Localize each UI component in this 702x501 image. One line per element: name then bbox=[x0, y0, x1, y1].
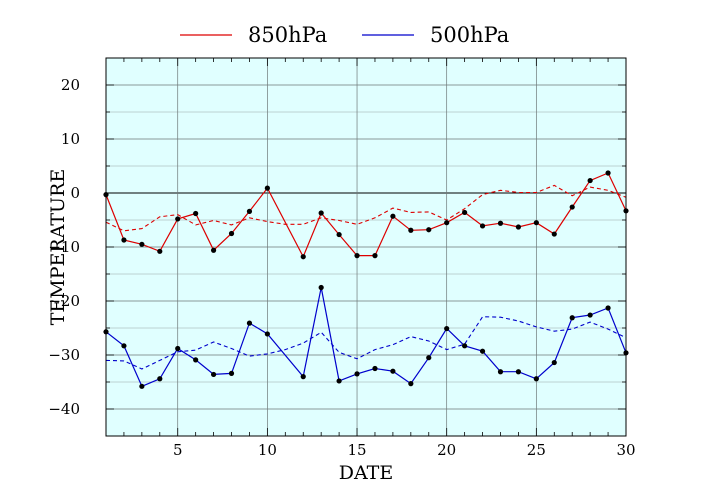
data-point bbox=[408, 381, 414, 387]
data-point bbox=[444, 220, 450, 226]
x-tick-label: 10 bbox=[258, 441, 277, 459]
data-point bbox=[587, 312, 593, 318]
data-point bbox=[246, 320, 253, 326]
data-point bbox=[426, 355, 432, 361]
x-tick-label: 25 bbox=[527, 441, 546, 459]
data-point bbox=[390, 213, 396, 219]
data-point bbox=[336, 231, 342, 238]
y-tick-label: −20 bbox=[48, 292, 80, 310]
data-point bbox=[246, 208, 253, 214]
legend-label-500hpa: 500hPa bbox=[430, 23, 509, 47]
data-point bbox=[139, 241, 145, 247]
plot-frame bbox=[105, 57, 627, 437]
x-tick-label: 15 bbox=[347, 441, 366, 459]
series-markers bbox=[103, 170, 629, 389]
data-point bbox=[318, 284, 324, 291]
data-point bbox=[462, 209, 468, 216]
data-point bbox=[300, 254, 306, 260]
data-point bbox=[551, 359, 557, 366]
y-tick-label: −30 bbox=[48, 346, 80, 364]
data-point bbox=[193, 210, 199, 217]
data-point bbox=[157, 376, 163, 382]
data-point bbox=[210, 247, 217, 253]
data-point bbox=[264, 331, 270, 337]
y-axis-label: TEMPERATURE bbox=[47, 169, 69, 326]
data-point bbox=[390, 368, 396, 374]
data-point bbox=[139, 383, 145, 389]
data-point bbox=[210, 371, 217, 378]
data-point bbox=[228, 230, 235, 237]
data-point bbox=[408, 227, 414, 233]
data-point bbox=[569, 315, 575, 321]
data-point bbox=[551, 231, 557, 237]
y-tick-label: −40 bbox=[48, 400, 80, 418]
data-point bbox=[121, 237, 127, 243]
data-point bbox=[372, 253, 378, 259]
data-point bbox=[354, 253, 360, 259]
data-point bbox=[121, 343, 127, 349]
data-point bbox=[426, 227, 432, 233]
data-point bbox=[462, 343, 468, 349]
data-point bbox=[605, 170, 611, 176]
x-tick-label: 5 bbox=[173, 441, 183, 459]
data-point bbox=[193, 357, 199, 363]
data-point bbox=[533, 220, 539, 226]
data-point bbox=[228, 370, 235, 376]
y-tick-label: 0 bbox=[70, 184, 80, 202]
data-point bbox=[587, 177, 593, 184]
data-point bbox=[515, 369, 522, 375]
legend-label-850hpa: 850hPa bbox=[248, 23, 327, 47]
data-point bbox=[372, 365, 378, 372]
data-point bbox=[533, 376, 539, 382]
x-tick-label: 30 bbox=[616, 441, 635, 459]
y-tick-label: −10 bbox=[48, 238, 80, 256]
data-point bbox=[300, 374, 306, 380]
legend: 850hPa 500hPa bbox=[180, 23, 509, 47]
data-point bbox=[175, 345, 181, 352]
data-point bbox=[515, 224, 522, 230]
x-tick-label: 20 bbox=[437, 441, 456, 459]
x-axis-label: DATE bbox=[339, 462, 393, 484]
data-point bbox=[318, 210, 324, 216]
data-point bbox=[569, 204, 575, 210]
data-point bbox=[479, 348, 486, 354]
data-point bbox=[497, 369, 504, 375]
grid-lines bbox=[106, 58, 626, 436]
data-point bbox=[264, 185, 270, 191]
data-point bbox=[157, 248, 163, 254]
data-point bbox=[497, 220, 504, 226]
data-point bbox=[354, 371, 360, 377]
data-point bbox=[605, 305, 611, 311]
y-tick-label: 20 bbox=[61, 76, 80, 94]
y-tick-label: 10 bbox=[61, 130, 80, 148]
data-point bbox=[444, 325, 450, 332]
data-point bbox=[479, 223, 486, 229]
data-point bbox=[175, 216, 181, 222]
data-point bbox=[336, 378, 342, 384]
series-line-2 bbox=[105, 184, 627, 232]
series-line-3 bbox=[105, 316, 627, 370]
